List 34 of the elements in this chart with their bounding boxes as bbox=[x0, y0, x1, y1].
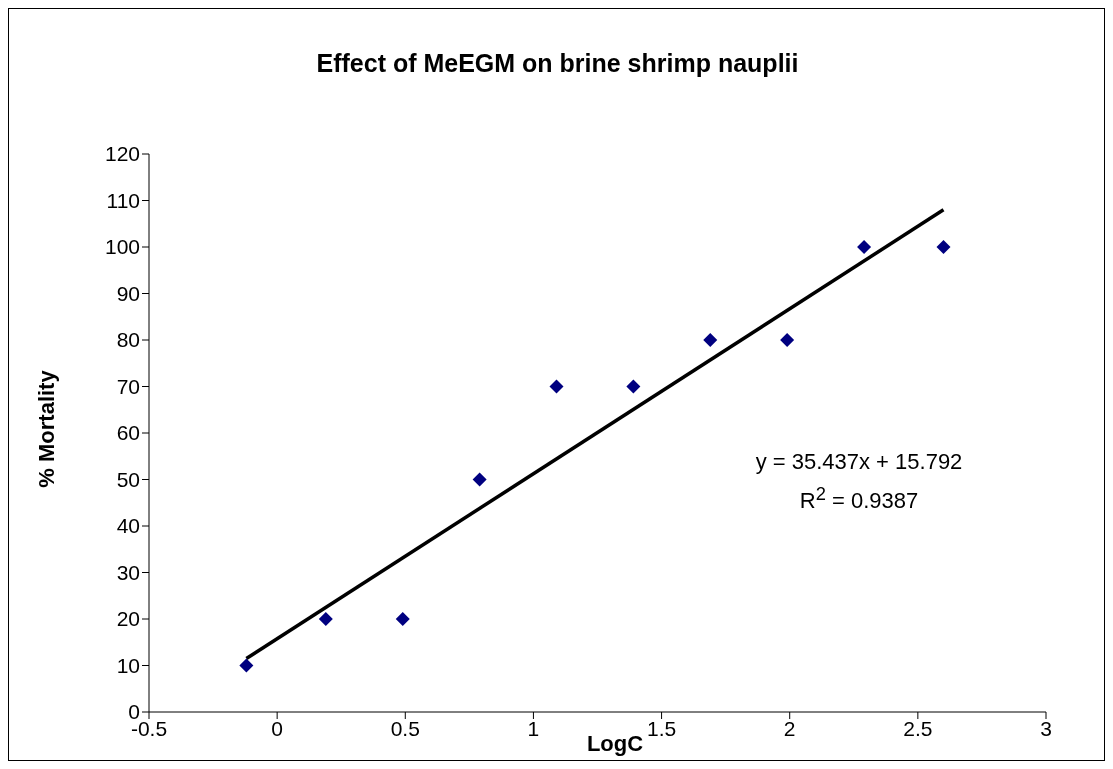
y-tick-label: 80 bbox=[116, 328, 140, 352]
annotation: y = 35.437x + 15.792 bbox=[754, 449, 964, 475]
y-axis-title: % Mortality bbox=[34, 370, 60, 488]
y-tick-label: 10 bbox=[116, 653, 140, 677]
point bbox=[626, 379, 641, 394]
y-tick-label: 20 bbox=[116, 607, 140, 631]
y-tick-label: 110 bbox=[106, 188, 140, 212]
y-tick-label: 40 bbox=[116, 514, 140, 538]
x-tick-label: 1.5 bbox=[646, 716, 677, 740]
x-tick-label: 0 bbox=[271, 716, 283, 740]
point bbox=[780, 333, 795, 347]
point bbox=[549, 379, 564, 394]
x-tick-label: 2 bbox=[783, 716, 796, 740]
y-tick-label: 30 bbox=[116, 560, 140, 584]
x-tick-label: 1 bbox=[527, 716, 540, 740]
x-tick-label: 3 bbox=[1040, 716, 1052, 740]
y-tick-label: 60 bbox=[116, 421, 140, 445]
y-tick-label: 90 bbox=[116, 281, 140, 305]
chart-title: Effect of MeEGM on brine shrimp nauplii bbox=[315, 49, 800, 78]
annotation: R$^{2}$ = 0.9387 bbox=[798, 483, 920, 515]
point bbox=[472, 472, 487, 487]
y-tick-label: 100 bbox=[104, 235, 140, 259]
y-tick-label: 70 bbox=[116, 374, 140, 398]
point bbox=[395, 612, 410, 626]
x-axis-title: LogC bbox=[586, 731, 644, 756]
x-tick-label: 2.5 bbox=[903, 716, 933, 740]
point bbox=[318, 612, 333, 626]
y-tick-label: 50 bbox=[116, 467, 140, 491]
point bbox=[703, 333, 718, 347]
y-tick-label: 120 bbox=[104, 142, 140, 166]
point bbox=[239, 658, 254, 673]
point bbox=[857, 240, 872, 254]
x-tick-label: 0.5 bbox=[390, 716, 420, 740]
point bbox=[936, 240, 951, 254]
